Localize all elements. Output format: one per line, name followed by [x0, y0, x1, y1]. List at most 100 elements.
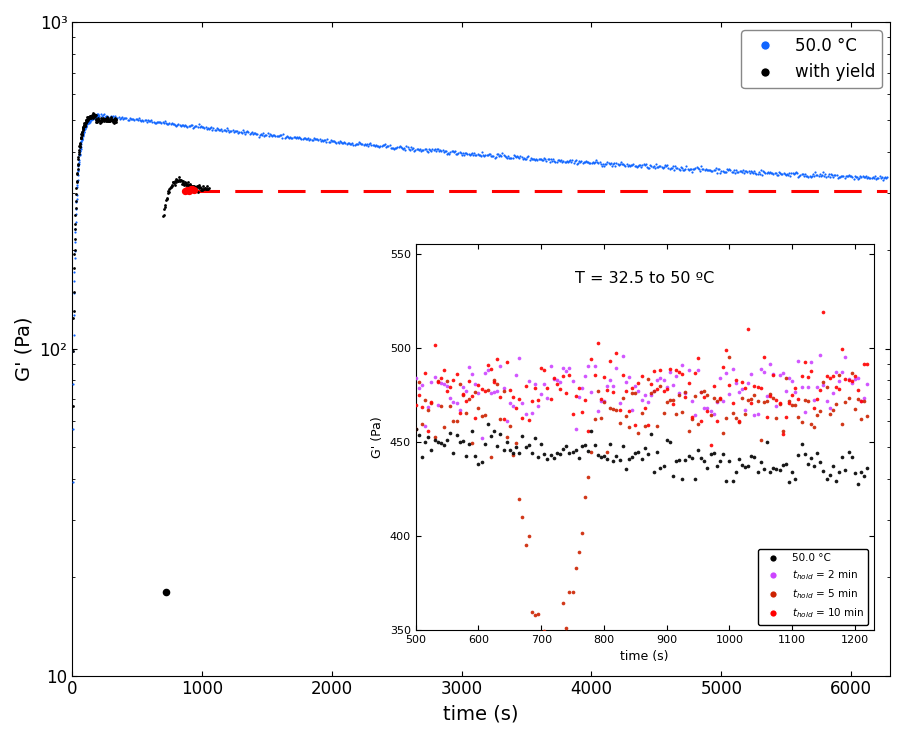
Point: [161, 119, 176, 131]
Point: [431, 143, 445, 155]
Point: [806, 170, 821, 182]
Point: [559, 155, 574, 167]
Point: [804, 170, 818, 182]
Point: [478, 149, 492, 161]
Point: [105, 114, 119, 126]
Point: [571, 156, 586, 168]
Point: [472, 150, 486, 162]
Point: [728, 167, 742, 179]
Point: [66, 424, 81, 435]
Point: [769, 170, 784, 182]
Point: [371, 139, 386, 151]
Point: [95, 112, 110, 124]
Point: [99, 115, 113, 127]
Point: [714, 165, 729, 176]
Point: [463, 148, 478, 159]
Point: [166, 118, 180, 130]
Point: [633, 159, 647, 170]
Point: [100, 110, 115, 122]
Point: [79, 114, 93, 126]
Point: [416, 144, 431, 156]
Point: [404, 142, 418, 154]
Point: [516, 153, 530, 165]
Point: [84, 111, 99, 123]
Point: [77, 117, 91, 128]
Point: [406, 142, 421, 154]
Point: [846, 173, 861, 185]
Point: [635, 159, 650, 170]
Point: [70, 168, 84, 179]
Point: [557, 156, 572, 168]
Point: [536, 154, 550, 166]
Point: [865, 171, 880, 183]
Point: [870, 172, 884, 184]
Point: [80, 117, 94, 128]
Point: [819, 170, 834, 182]
Point: [94, 114, 109, 125]
Point: [76, 126, 91, 138]
Point: [83, 112, 98, 124]
Point: [148, 117, 162, 128]
Point: [295, 133, 310, 145]
Legend: 50.0 °C, with yield: 50.0 °C, with yield: [741, 30, 881, 88]
Point: [696, 164, 710, 176]
Point: [93, 115, 108, 127]
Point: [195, 184, 209, 196]
Point: [340, 137, 355, 148]
Point: [800, 170, 814, 182]
Point: [75, 126, 90, 138]
Point: [77, 124, 91, 136]
Point: [327, 135, 341, 147]
Point: [108, 116, 122, 128]
Point: [850, 170, 864, 182]
Point: [163, 182, 177, 194]
Point: [105, 114, 119, 126]
Point: [631, 160, 645, 172]
Point: [537, 153, 551, 165]
Point: [75, 134, 90, 145]
Point: [189, 120, 204, 132]
Point: [673, 161, 688, 173]
Point: [97, 115, 111, 127]
Point: [68, 236, 82, 248]
Point: [710, 163, 725, 175]
Point: [70, 175, 84, 187]
Point: [86, 109, 100, 121]
Point: [78, 123, 92, 134]
Point: [634, 161, 649, 173]
Point: [636, 159, 651, 170]
Point: [187, 180, 202, 192]
Point: [110, 111, 125, 123]
Point: [72, 140, 87, 152]
Point: [321, 136, 336, 148]
Point: [348, 139, 362, 151]
Point: [417, 143, 432, 155]
Point: [700, 165, 715, 176]
Point: [133, 114, 148, 125]
Point: [94, 112, 109, 124]
Point: [90, 116, 105, 128]
Point: [379, 142, 394, 154]
Point: [181, 120, 195, 131]
Point: [291, 132, 305, 144]
Point: [511, 151, 526, 163]
Point: [76, 124, 91, 136]
Point: [459, 147, 473, 159]
Point: [90, 110, 105, 122]
Point: [85, 109, 100, 121]
Point: [199, 123, 214, 134]
Point: [77, 123, 91, 134]
Point: [176, 177, 191, 189]
Point: [79, 117, 93, 129]
Point: [71, 173, 85, 185]
Point: [88, 111, 102, 123]
Point: [190, 120, 205, 132]
Point: [694, 160, 709, 172]
Point: [87, 112, 101, 124]
Point: [412, 144, 426, 156]
Point: [68, 227, 82, 238]
Point: [80, 111, 94, 123]
Point: [158, 199, 173, 210]
Point: [78, 120, 92, 132]
Point: [473, 150, 488, 162]
